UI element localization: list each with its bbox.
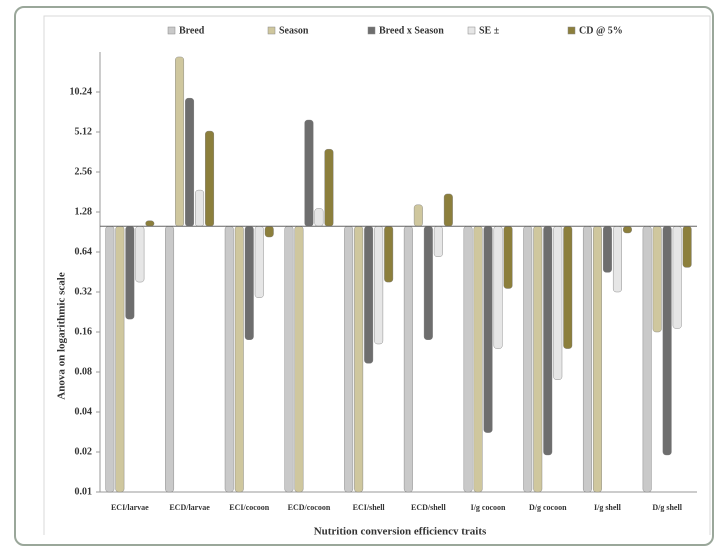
bar: [105, 226, 115, 493]
bar: [244, 226, 254, 340]
bar: [543, 226, 553, 456]
bar: [185, 97, 195, 227]
bar: [503, 226, 513, 289]
chart: Anova on logarithmic scale Nutrition con…: [43, 15, 711, 535]
bar: [384, 226, 394, 283]
bar: [593, 226, 602, 493]
x-tick-label: I/g shell: [594, 503, 622, 512]
x-tick-label: ECD/shell: [411, 503, 446, 512]
bar: [175, 56, 185, 227]
bar: [324, 149, 334, 227]
bar: [473, 226, 483, 493]
bar: [533, 226, 543, 493]
y-tick-label: 1.28: [75, 206, 93, 217]
bar: [623, 226, 632, 234]
y-tick-label: 0.32: [75, 286, 93, 297]
bar: [423, 226, 433, 340]
x-tick-label: ECD/larvae: [169, 503, 210, 512]
x-tick-label: ECD/cocoon: [288, 503, 331, 512]
bar: [413, 204, 423, 227]
bar: [125, 226, 135, 320]
legend-label: CD @ 5%: [579, 25, 623, 36]
bar: [553, 226, 563, 380]
bar: [135, 226, 145, 283]
y-tick-label: 0.02: [75, 446, 93, 457]
bar: [433, 226, 443, 257]
legend-label: Breed x Season: [379, 25, 444, 36]
bar: [583, 226, 592, 493]
bar: [682, 226, 692, 268]
x-tick-label: D/g shell: [652, 503, 682, 512]
y-tick-label: 0.64: [75, 246, 93, 257]
y-tick-label: 0.01: [75, 486, 93, 497]
bar: [284, 226, 294, 493]
legend-swatch: [467, 26, 476, 35]
y-tick-label: 0.16: [75, 326, 93, 337]
legend-label: Breed: [179, 25, 205, 36]
y-tick-label: 2.56: [75, 166, 93, 177]
bar: [463, 226, 473, 493]
legend-swatch: [367, 26, 376, 35]
bar: [354, 226, 364, 493]
bar: [344, 226, 354, 493]
legend-swatch: [167, 26, 176, 35]
bar: [563, 226, 573, 349]
bar: [304, 119, 314, 227]
x-tick-label: I/g cocoon: [471, 503, 506, 512]
bar: [294, 226, 304, 493]
bar: [483, 226, 493, 433]
legend-label: SE ±: [479, 25, 500, 36]
bar: [403, 226, 413, 493]
bar: [264, 226, 274, 238]
bar: [652, 226, 662, 333]
bar: [254, 226, 264, 298]
x-tick-label: D/g cocoon: [529, 503, 567, 512]
bar: [145, 220, 155, 227]
bar: [115, 226, 125, 493]
page: Anova on logarithmic scale Nutrition con…: [14, 6, 714, 546]
y-axis-title: Anova on logarithmic scale: [56, 272, 68, 400]
bar: [642, 226, 652, 493]
bar: [603, 226, 612, 273]
bar: [224, 226, 234, 493]
legend-label: Season: [279, 25, 309, 36]
y-tick-label: 5.12: [75, 126, 93, 137]
y-tick-label: 10.24: [70, 86, 93, 97]
bar: [314, 208, 324, 227]
bar: [443, 193, 453, 227]
bar: [662, 226, 672, 456]
legend-swatch: [567, 26, 576, 35]
x-tick-label: ECI/shell: [353, 503, 386, 512]
y-tick-label: 0.04: [75, 406, 93, 417]
y-tick-label: 0.08: [75, 366, 93, 377]
legend-swatch: [267, 26, 276, 35]
x-tick-label: ECI/larvae: [111, 503, 149, 512]
bar: [234, 226, 244, 493]
x-tick-label: ECI/cocoon: [229, 503, 270, 512]
bar: [613, 226, 622, 293]
x-axis-title: Nutrition conversion efficiency traits: [314, 526, 487, 535]
bar: [672, 226, 682, 329]
bar: [493, 226, 503, 349]
bar: [364, 226, 374, 364]
bar: [205, 130, 215, 227]
bar: [523, 226, 533, 493]
bar: [195, 189, 205, 227]
bar: [165, 226, 175, 493]
bar: [374, 226, 384, 345]
